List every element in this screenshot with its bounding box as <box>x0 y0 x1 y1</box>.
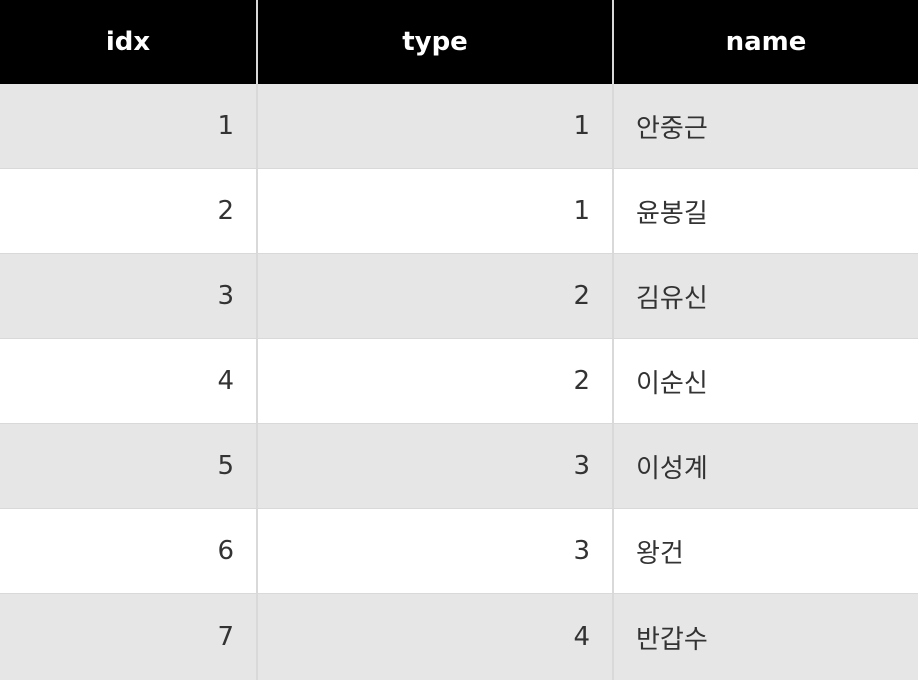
table-row[interactable]: 2 1 윤봉길 <box>0 169 918 254</box>
cell-name: 반갑수 <box>636 624 708 655</box>
cell-type: 3 <box>258 509 614 593</box>
table-row[interactable]: 3 2 김유신 <box>0 254 918 339</box>
column-header-name[interactable]: name <box>725 27 807 57</box>
cell-name: 윤봉길 <box>636 198 708 229</box>
cell-type: 4 <box>258 594 614 680</box>
cell-name: 이성계 <box>636 453 708 484</box>
cell-idx: 5 <box>0 424 258 508</box>
cell-idx: 6 <box>0 509 258 593</box>
table-row[interactable]: 5 3 이성계 <box>0 424 918 509</box>
cell-type: 1 <box>258 169 614 253</box>
cell-type: 2 <box>258 339 614 423</box>
table-row[interactable]: 1 1 안중근 <box>0 84 918 169</box>
table-row[interactable]: 6 3 왕건 <box>0 509 918 594</box>
cell-name: 안중근 <box>636 113 708 144</box>
cell-name: 이순신 <box>636 368 708 399</box>
cell-name: 왕건 <box>636 538 684 569</box>
cell-idx: 3 <box>0 254 258 338</box>
cell-type: 2 <box>258 254 614 338</box>
cell-type: 1 <box>258 84 614 168</box>
cell-type: 3 <box>258 424 614 508</box>
cell-idx: 7 <box>0 594 258 680</box>
table-row[interactable]: 7 4 반갑수 <box>0 594 918 680</box>
table-row[interactable]: 4 2 이순신 <box>0 339 918 424</box>
cell-name: 김유신 <box>636 283 708 314</box>
cell-idx: 2 <box>0 169 258 253</box>
column-header-type[interactable]: type <box>258 0 614 84</box>
column-header-idx[interactable]: idx <box>0 0 258 84</box>
cell-idx: 1 <box>0 84 258 168</box>
cell-idx: 4 <box>0 339 258 423</box>
table-header-row: idx type name <box>0 0 918 84</box>
